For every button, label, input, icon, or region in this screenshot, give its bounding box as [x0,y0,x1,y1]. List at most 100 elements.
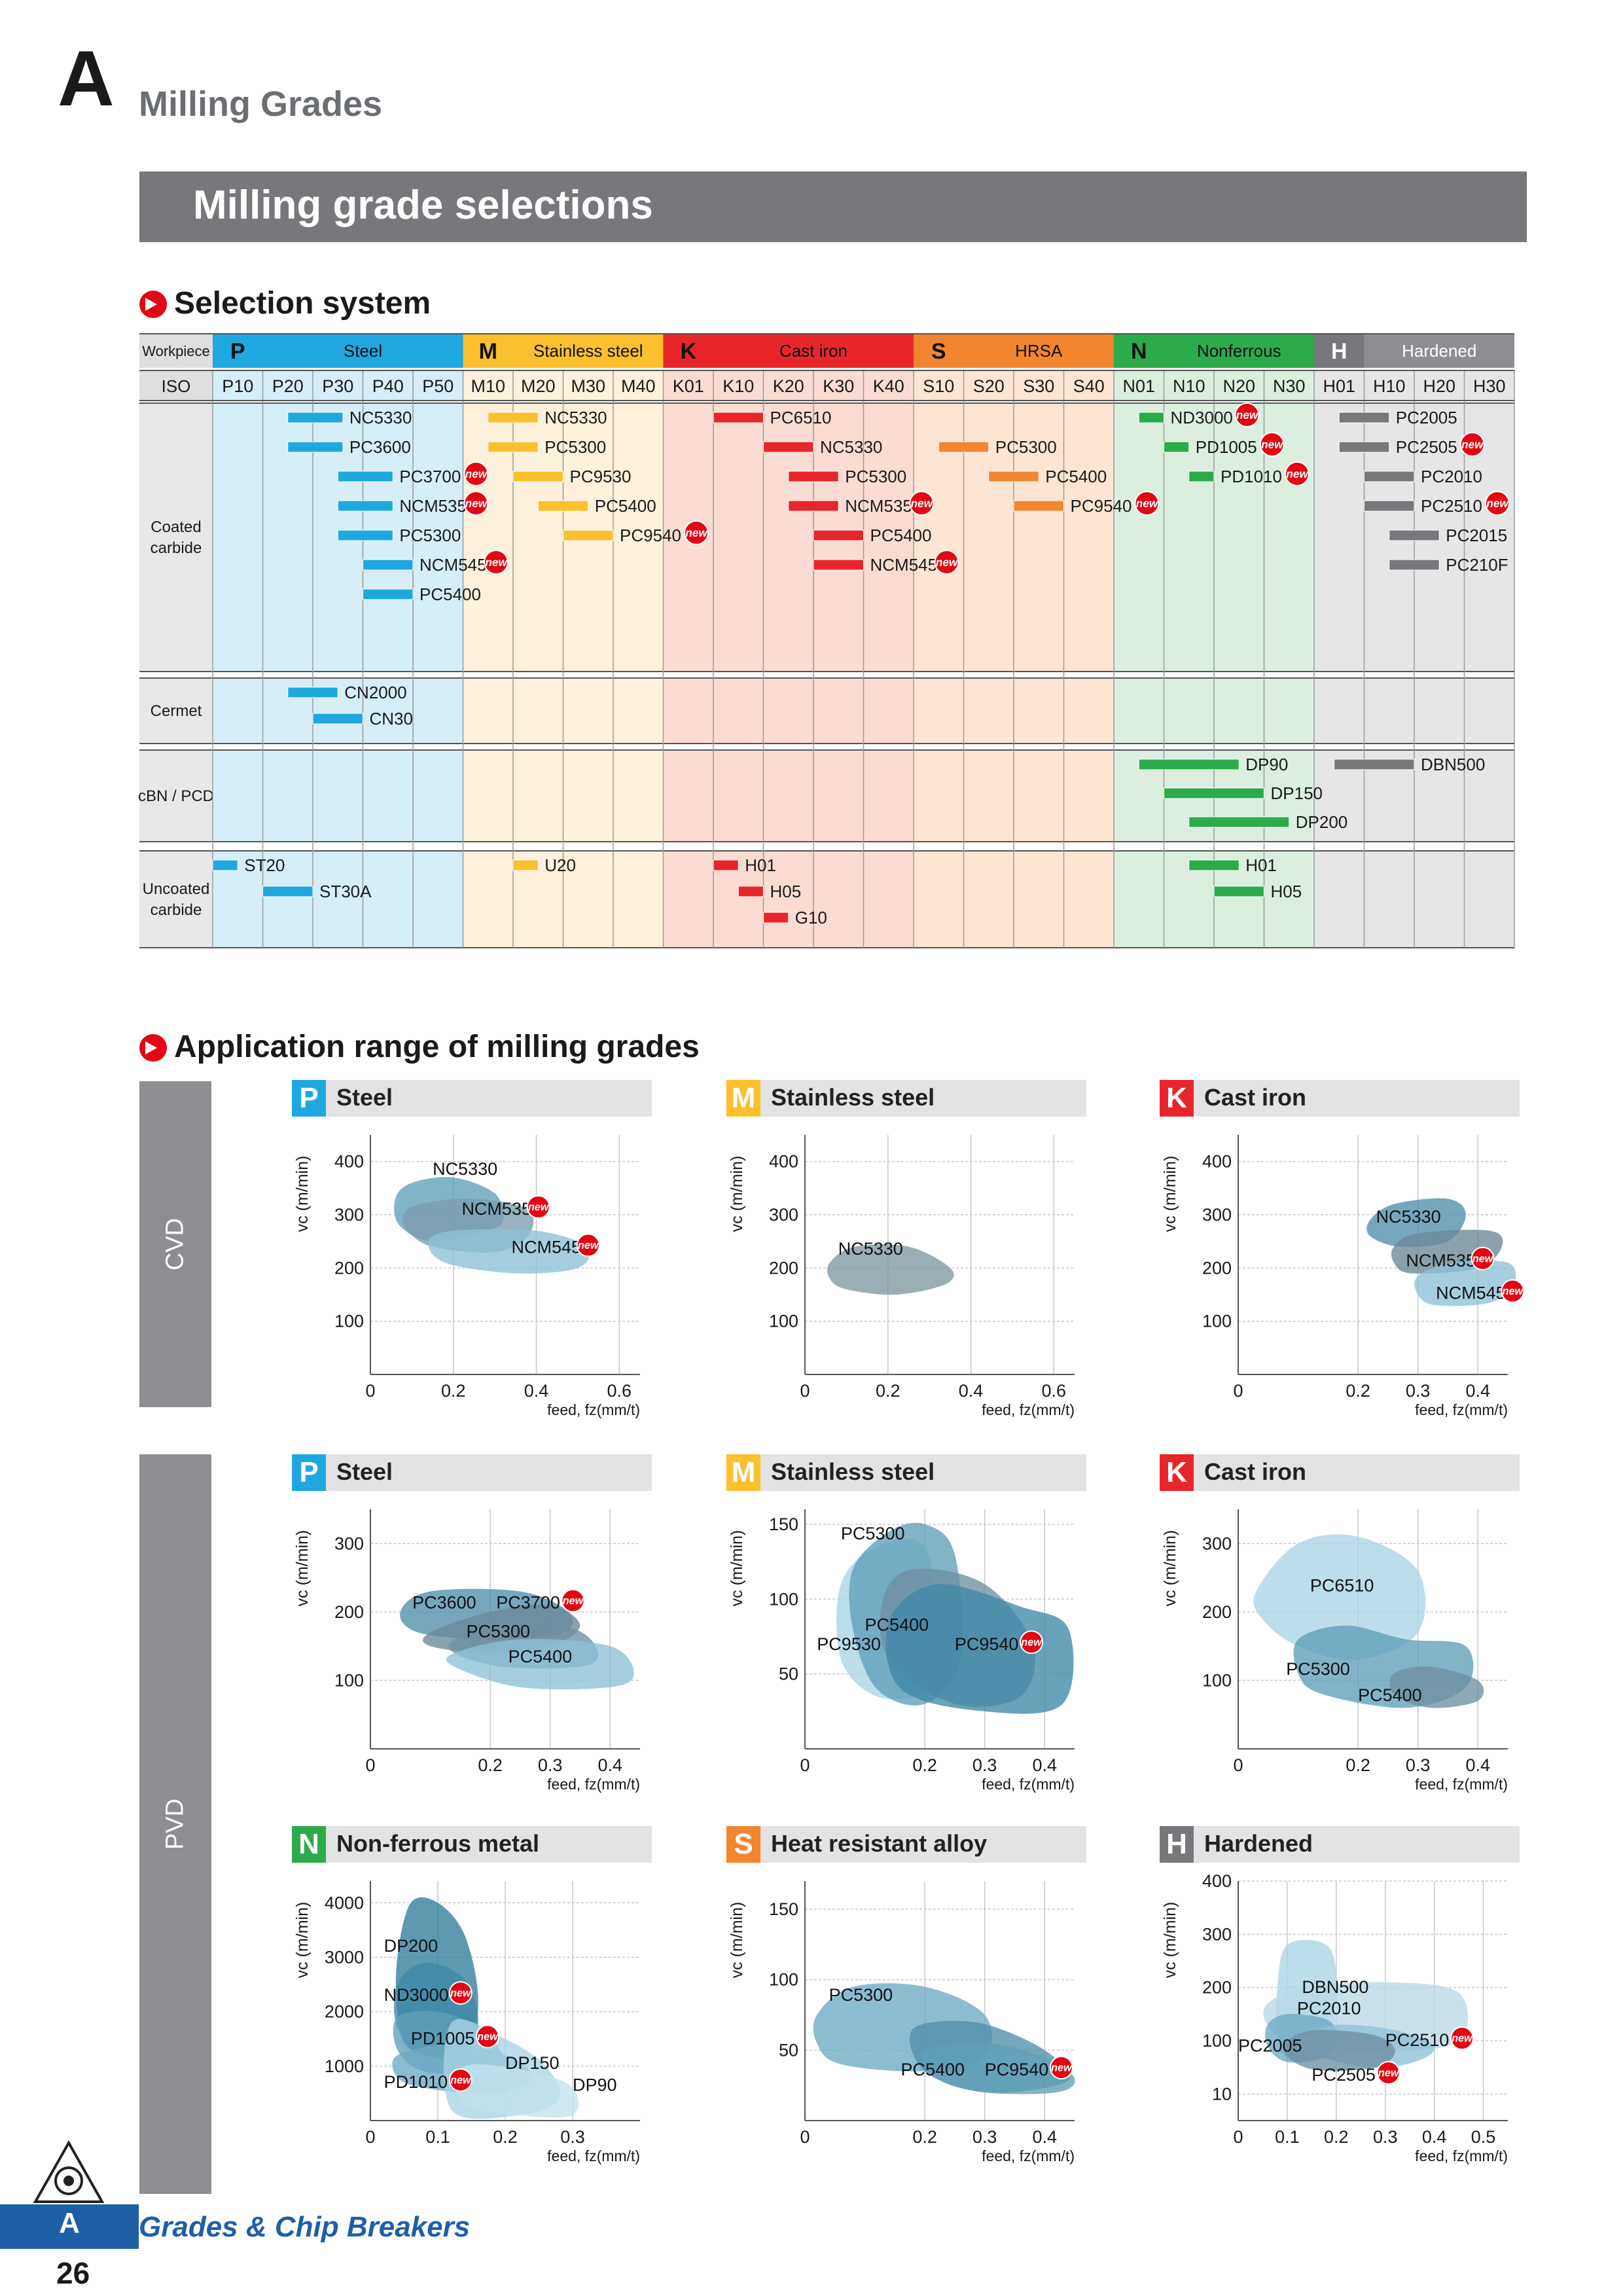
new-badge-icon [684,520,709,545]
group-column-tint [663,678,914,744]
series-label: PC5400 [901,2060,965,2079]
y-tick-label: 1000 [325,2056,364,2076]
grade-label: CN2000 [344,683,406,702]
grade-bar [1338,412,1390,423]
iso-row-tint [663,370,914,401]
grade-bar [537,500,589,512]
y-tick-label: 400 [1202,1871,1232,1891]
x-tick-label: 0.3 [1406,1381,1431,1401]
chart-header: H Hardened [1160,1826,1520,1863]
chart-header: M Stainless steel [726,1454,1086,1491]
x-tick-label: 0.4 [524,1381,549,1401]
grade-bar [788,500,839,512]
grade-label: PC3600 [349,437,411,457]
iso-code: K10 [722,376,754,396]
x-tick-label: 0.2 [441,1381,466,1401]
triangle-insert-logo [33,2140,105,2203]
iso-code: S30 [1023,376,1054,396]
iso-code: P30 [322,376,353,396]
new-badge-icon [1471,1246,1495,1270]
iso-label: ISO [162,376,191,396]
grade-label: NCM545 [419,555,487,575]
iso-cell [139,370,213,401]
group-letter-cell [1114,334,1164,368]
new-badge-label: new [1286,468,1309,480]
series-label: PC5300 [841,1524,905,1543]
application-heading: Application range of milling grades [174,1030,700,1064]
group-name: Nonferrous [1197,341,1281,361]
y-axis-label: vc (m/min) [1161,1530,1179,1607]
y-axis-label: vc (m/min) [1161,1156,1179,1232]
grade-label: H05 [770,882,802,901]
series-label: PC9540 [955,1634,1019,1654]
iso-code: K40 [873,376,904,396]
new-badge-icon [576,1233,600,1257]
group-name: Stainless steel [533,341,643,361]
new-badge-label: new [1261,439,1284,451]
chart-title: Non-ferrous metal [336,1830,540,1857]
row-label: carbide [151,901,202,919]
grade-bar [1338,441,1390,453]
range-area [1253,1534,1426,1660]
iso-code: M10 [471,376,505,396]
grade-label: PC9530 [570,467,632,486]
x-tick-label: 0 [800,1755,810,1775]
series-label: NCM545 [512,1238,582,1257]
pvd-sidebar: PVD [139,1454,211,2194]
iso-code: S40 [1073,376,1105,396]
row-label: carbide [151,539,202,557]
chart-header: P Steel [292,1080,652,1117]
group-name-cell [1164,334,1314,368]
group-letter: P [230,339,245,364]
iso-code: M30 [571,376,605,396]
y-axis-label: vc (m/min) [1161,1902,1179,1979]
x-tick-label: 0.4 [1465,1755,1490,1775]
new-badge-icon [1134,491,1160,516]
x-tick-label: 0.6 [1042,1381,1067,1401]
iso-code: N20 [1222,376,1255,396]
group-name: Steel [344,341,382,361]
group-letter: N [1131,339,1147,364]
grade-bar [988,471,1039,482]
y-tick-label: 300 [334,1534,364,1553]
pvd-label: PVD [161,1798,189,1850]
new-badge-label: new [1236,409,1259,422]
series-label: DP90 [573,2075,617,2094]
x-tick-label: 0.1 [425,2127,450,2147]
x-tick-label: 0.3 [972,2127,997,2147]
iso-code: P40 [372,376,404,396]
material-badge: M [726,1080,760,1117]
new-badge-label: new [1136,497,1159,510]
x-axis-label: feed, fz(mm/t) [982,2147,1075,2164]
grade-bar [1364,471,1415,482]
y-tick-label: 50 [779,1664,798,1684]
group-name-cell [513,334,664,368]
y-tick-label: 200 [1202,1258,1232,1278]
x-axis-label: feed, fz(mm/t) [547,2147,640,2164]
new-badge-label: new [485,556,508,569]
grade-label: NC5330 [820,437,882,457]
x-tick-label: 0.4 [1422,2127,1447,2147]
iso-code: K01 [673,376,704,396]
y-tick-label: 400 [769,1152,798,1172]
series-label: NCM535 [1406,1251,1476,1270]
range-area [446,1639,634,1690]
y-axis-label: vc (m/min) [293,1530,312,1607]
y-tick-label: 200 [334,1602,364,1622]
grade-bar [1138,412,1164,423]
range-area [457,2064,579,2118]
grade-bar [788,471,839,482]
grade-bar [763,441,814,453]
row-label-cell [139,403,213,672]
series-label: PD1010 [384,2072,448,2092]
grade-bar [287,412,344,423]
grade-label: NCM545 [870,555,938,575]
y-tick-label: 300 [334,1205,364,1225]
grade-label: H01 [745,855,776,875]
series-label: PC5400 [865,1615,929,1634]
chart-title: Hardened [1204,1830,1313,1857]
row-label: cBN / PCD [138,787,214,805]
